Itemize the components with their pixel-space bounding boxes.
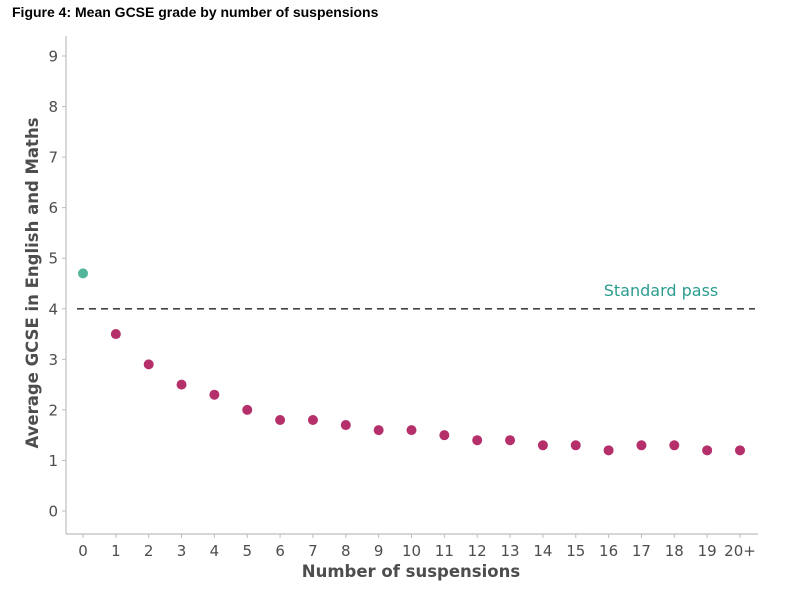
data-point [110,329,121,340]
x-tick-label: 18 [665,542,684,560]
x-tick-label: 5 [242,542,252,560]
x-tick-label: 0 [78,542,88,560]
x-tick-label: 14 [533,542,552,560]
data-point [537,440,548,451]
x-tick-label: 7 [308,542,318,560]
x-tick-label: 6 [275,542,285,560]
y-tick-label: 7 [48,149,58,167]
x-tick-label: 8 [341,542,351,560]
standard-pass-label: Standard pass [604,281,719,300]
data-point [373,425,384,436]
data-points [78,268,745,456]
y-tick-label: 8 [48,98,58,116]
x-tick-label: 10 [402,542,421,560]
y-tick-label: 3 [48,351,58,369]
y-tick-label: 6 [48,199,58,217]
data-point [143,359,154,370]
data-point [702,445,713,456]
y-tick-label: 1 [48,452,58,470]
data-point [340,420,351,431]
data-point [735,445,745,456]
data-point [275,415,286,425]
x-tick-label: 4 [210,542,220,560]
figure-title: Figure 4: Mean GCSE grade by number of s… [12,4,379,20]
x-tick-label: 17 [632,542,651,560]
x-tick-label: 3 [177,542,187,560]
y-axis-title: Average GCSE in English and Maths [23,117,42,448]
data-point [472,435,483,446]
x-tick-label: 1 [111,542,121,560]
x-tick-label: 12 [468,542,487,560]
data-point [307,415,318,425]
x-tick-label: 15 [566,542,585,560]
x-tick-label: 19 [698,542,717,560]
x-tick-label: 9 [374,542,384,560]
x-tick-label: 20+ [724,542,756,560]
data-point [176,379,187,390]
y-axis-ticks: 0 1 2 3 4 5 6 7 8 9 [48,48,66,521]
x-axis-title: Number of suspensions [302,562,521,581]
y-tick-label: 5 [48,250,58,268]
x-tick-label: 16 [599,542,618,560]
data-point [209,389,220,400]
x-axis-ticks: 0 1 2 3 4 5 6 7 8 9 10 11 12 13 14 15 16 17 18 19 20+ [78,534,756,560]
data-point [603,445,614,456]
data-point [242,404,253,415]
data-point [78,268,88,279]
y-tick-label: 0 [48,503,58,521]
data-point [505,435,516,446]
x-tick-label: 13 [501,542,520,560]
x-tick-label: 11 [435,542,454,560]
data-point [570,440,581,451]
data-point [636,440,647,451]
y-tick-label: 9 [48,48,58,66]
x-tick-label: 2 [144,542,154,560]
data-point [406,425,417,436]
y-tick-label: 4 [48,300,58,318]
data-point [439,430,450,441]
data-point [669,440,680,451]
y-tick-label: 2 [48,401,58,419]
